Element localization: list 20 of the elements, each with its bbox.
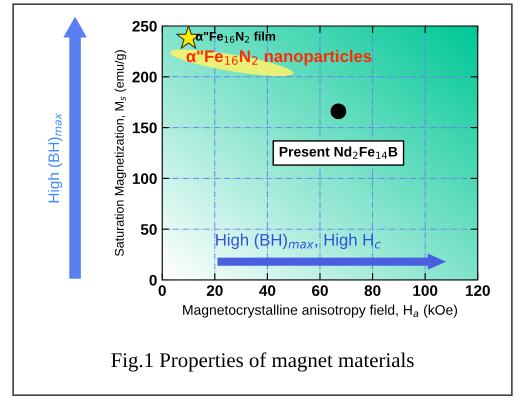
x-tick-label: 0 xyxy=(158,285,166,296)
y-tick-label: 150 xyxy=(132,122,157,134)
x-tick-label: 60 xyxy=(312,285,328,296)
x-tick-label: 100 xyxy=(413,285,438,296)
x-tick-label: 80 xyxy=(364,285,380,296)
x-tick-label: 40 xyxy=(259,285,276,296)
y-axis-title: Saturation Magnetization, M$_{s}$ (emu/g) xyxy=(114,50,126,256)
x-axis-title: Magnetocrystalline anisotropy field, H$_{a}$ (kOe) xyxy=(183,304,458,318)
y-tick-label: 200 xyxy=(132,72,157,82)
caption: Fig.1 Properties of magnet materials xyxy=(111,352,414,372)
y-tick-label: 250 xyxy=(132,20,157,32)
x-tick-label: 20 xyxy=(206,285,223,296)
y-tick-label: 100 xyxy=(132,173,157,184)
text: High (BH)$_{max}$ xyxy=(48,113,62,202)
y-tick-label: 50 xyxy=(140,224,157,235)
x-tick-label: 120 xyxy=(466,285,490,296)
y-tick-label: 0 xyxy=(149,274,157,286)
text: Present Nd$_{2}$Fe$_{14}$B xyxy=(280,146,398,159)
annotation: α"Fe$_{16}$N$_{2}$ film xyxy=(196,32,276,43)
annotation: High (BH)$_{max}$, High H$_{c}$ xyxy=(216,234,381,250)
